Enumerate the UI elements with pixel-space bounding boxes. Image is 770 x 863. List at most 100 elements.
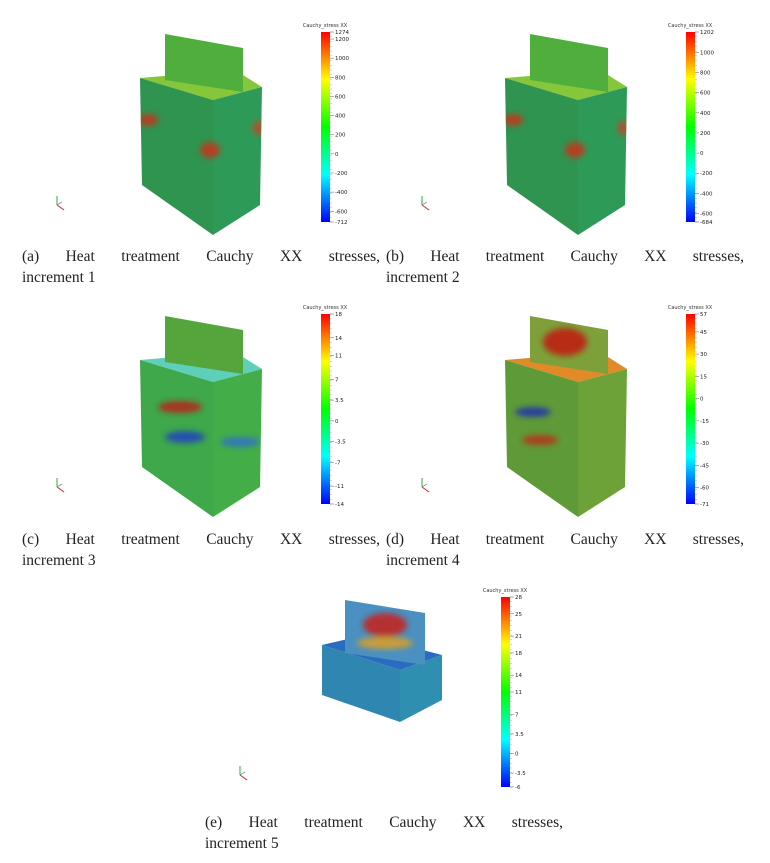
subfigure-b: Cauchy_stress XX 1202 1000 800 600 400 200 0 -20… (385, 20, 745, 240)
colorbar-tick-label: 45 (700, 330, 707, 336)
caption-text: Heat treatment Cauchy XX stresses, (430, 248, 744, 265)
colorbar-tick-label: -400 (335, 190, 348, 196)
x-axis (56, 486, 65, 493)
colorbar-tick-label: -712 (335, 220, 347, 226)
colorbar-tick-label: 0 (700, 397, 704, 403)
colorbar-tick-label: 0 (335, 419, 339, 425)
stress-hotspots (505, 114, 627, 158)
axes-triad-icon (421, 478, 430, 493)
subfigure-e: Cauchy_stress XX 28 25 21 18 14 11 7 3.5 0 -3.5 -6 (200, 585, 560, 805)
caption-text: Heat treatment Cauchy XX stresses, (65, 531, 380, 548)
colorbar-tick-label: 1200 (335, 37, 349, 43)
stress-hotspot (515, 407, 551, 417)
colorbar-tick-label: -14 (335, 502, 344, 508)
colorbar-tick-label: 28 (515, 595, 522, 601)
colorbar-tick-label: 57 (700, 312, 707, 318)
colorbar-tick-label: 11 (335, 354, 342, 360)
z-axis (56, 483, 63, 488)
fin-plate (165, 316, 243, 374)
colorbar-tick-label: 0 (515, 751, 519, 757)
x-axis (56, 204, 65, 211)
colorbar-tick-label: 15 (700, 374, 707, 380)
block-right-face (400, 655, 442, 722)
subfigure-a: Cauchy_stress XX 1274 1200 1000 800 600 400 200… (20, 20, 380, 240)
z-axis (239, 771, 246, 776)
stress-hotspot (522, 435, 558, 445)
colorbar-tick-label: 1202 (700, 30, 714, 36)
subfigure-d: Cauchy_stress XX 57 45 30 15 0 -15 -30 -45 -60 -71 (385, 302, 745, 522)
colorbar-tick-label: 30 (700, 352, 707, 358)
caption-b: (b) Heat treatment Cauchy XX stresses, in… (386, 246, 744, 288)
colorbar-title: Cauchy_stress XX (303, 23, 348, 29)
stress-hotspots (515, 328, 587, 445)
colorbar-tick-label: -600 (700, 212, 713, 218)
block-left-face (140, 78, 213, 235)
caption-label: (e) (205, 814, 223, 831)
colorbar-tick-label: 3.5 (515, 732, 524, 738)
colorbar-tick-label: -45 (700, 463, 709, 469)
colorbar-tick-label: -30 (700, 441, 709, 447)
caption-label: (d) (386, 531, 405, 548)
stress-hotspot (165, 431, 205, 443)
colorbar-tick-label: -400 (700, 191, 713, 197)
colorbar-tick-label: 21 (515, 634, 522, 640)
caption-d: (d) Heat treatment Cauchy XX stresses, in… (386, 529, 744, 571)
stress-hotspots (357, 613, 413, 649)
colorbar-tick-label: -600 (335, 209, 348, 215)
stress-hotspot (140, 114, 158, 126)
colorbar-tick-label: -3.5 (515, 771, 526, 777)
colorbar-tick-label: 7 (515, 712, 519, 718)
colorbar-tick-label: 200 (335, 133, 346, 139)
caption-text: Heat treatment Cauchy XX stresses, (248, 814, 563, 831)
colorbar-tick-label: 400 (700, 111, 711, 117)
colorbar (686, 314, 695, 504)
caption-text-2: increment 2 (386, 269, 460, 286)
stress-hotspot (200, 142, 220, 158)
block-left-face (322, 645, 400, 722)
colorbar-tick-label: -71 (700, 502, 709, 508)
colorbar (321, 32, 330, 222)
colorbar-tick-label: -6 (515, 785, 521, 791)
colorbar-tick-label: 18 (335, 312, 342, 318)
x-axis (421, 204, 430, 211)
stress-hotspot (220, 437, 260, 447)
block-right-face (578, 369, 627, 517)
colorbar-title: Cauchy_stress XX (668, 23, 713, 29)
caption-text-2: increment 5 (205, 835, 279, 852)
colorbar-title: Cauchy_stress XX (668, 305, 713, 311)
colorbar (501, 597, 510, 787)
stress-hotspot (363, 613, 407, 637)
block-right-face (213, 87, 262, 235)
x-axis (421, 486, 430, 493)
colorbar-tick-label: 800 (335, 75, 346, 81)
colorbar (686, 32, 695, 222)
caption-c: (c) Heat treatment Cauchy XX stresses, in… (22, 529, 380, 571)
caption-label: (a) (22, 248, 40, 265)
caption-a: (a) Heat treatment Cauchy XX stresses, in… (22, 246, 380, 288)
z-axis (421, 201, 428, 206)
stress-hotspot (618, 121, 627, 135)
colorbar-tick-label: 800 (700, 70, 711, 76)
stress-hotspot (543, 328, 587, 356)
block-left-face (505, 78, 578, 235)
colorbar-title: Cauchy_stress XX (483, 588, 528, 594)
fin-plate (530, 34, 608, 92)
colorbar-tick-label: 7 (335, 377, 339, 383)
caption-label: (c) (22, 531, 40, 548)
caption-text: Heat treatment Cauchy XX stresses, (430, 531, 744, 548)
colorbar-tick-label: -60 (700, 486, 709, 492)
block-right-face (578, 87, 627, 235)
colorbar-tick-label: 1000 (700, 50, 714, 56)
colorbar-tick-label: -3.5 (335, 440, 346, 446)
colorbar (321, 314, 330, 504)
caption-label: (b) (386, 248, 405, 265)
colorbar-tick-label: -200 (335, 171, 348, 177)
colorbar-tick-label: 600 (335, 94, 346, 100)
colorbar-tick-label: 400 (335, 114, 346, 120)
colorbar-tick-label: 0 (335, 152, 339, 158)
colorbar-tick-label: 11 (515, 690, 522, 696)
